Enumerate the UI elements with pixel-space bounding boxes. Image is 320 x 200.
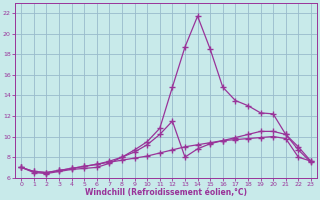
X-axis label: Windchill (Refroidissement éolien,°C): Windchill (Refroidissement éolien,°C) [85,188,247,197]
